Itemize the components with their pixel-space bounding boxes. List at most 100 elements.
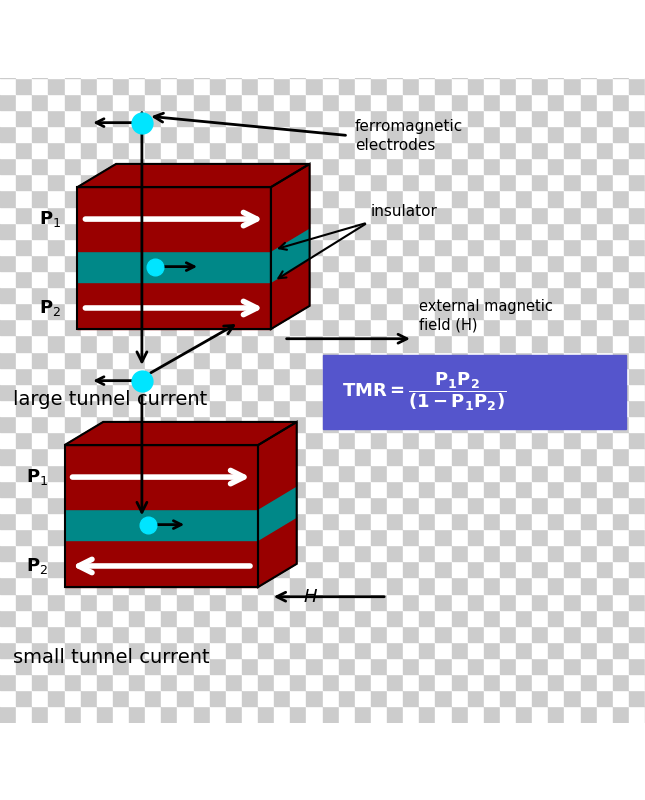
Bar: [32, 384, 48, 400]
Bar: [435, 110, 452, 126]
Text: ferromagnetic
electrodes: ferromagnetic electrodes: [355, 119, 463, 153]
Bar: [32, 497, 48, 513]
Bar: [548, 352, 564, 368]
Bar: [500, 368, 516, 384]
Bar: [371, 222, 387, 238]
Polygon shape: [258, 486, 297, 540]
Bar: [210, 513, 226, 529]
Bar: [306, 190, 322, 206]
Bar: [613, 578, 629, 594]
Bar: [161, 142, 177, 158]
Bar: [629, 578, 645, 594]
Bar: [419, 384, 435, 400]
Bar: [129, 46, 145, 62]
Bar: [629, 126, 645, 142]
Bar: [161, 352, 177, 368]
Bar: [484, 255, 500, 271]
Bar: [0, 319, 16, 335]
Bar: [580, 432, 597, 448]
Bar: [516, 303, 532, 319]
Bar: [613, 400, 629, 416]
Bar: [161, 416, 177, 432]
Bar: [97, 578, 113, 594]
Bar: [468, 465, 484, 481]
Bar: [580, 545, 597, 562]
Bar: [0, 158, 16, 174]
Bar: [306, 319, 322, 335]
Bar: [435, 142, 452, 158]
Bar: [435, 416, 452, 432]
Bar: [129, 562, 145, 578]
Bar: [81, 578, 97, 594]
Bar: [339, 481, 355, 497]
Bar: [564, 706, 580, 722]
Bar: [629, 642, 645, 658]
Bar: [81, 352, 97, 368]
Bar: [468, 190, 484, 206]
Bar: [597, 578, 613, 594]
Bar: [177, 594, 194, 610]
Bar: [113, 384, 129, 400]
Bar: [500, 513, 516, 529]
Bar: [500, 674, 516, 690]
Bar: [161, 497, 177, 513]
Bar: [113, 465, 129, 481]
Bar: [113, 513, 129, 529]
Bar: [468, 126, 484, 142]
Bar: [161, 46, 177, 62]
Bar: [484, 206, 500, 222]
Bar: [322, 578, 339, 594]
Bar: [387, 674, 403, 690]
Bar: [629, 190, 645, 206]
Bar: [500, 497, 516, 513]
Bar: [242, 626, 258, 642]
Bar: [532, 481, 548, 497]
Bar: [516, 190, 532, 206]
Bar: [210, 319, 226, 335]
Bar: [322, 642, 339, 658]
Bar: [32, 578, 48, 594]
Bar: [145, 94, 161, 110]
Bar: [435, 62, 452, 78]
Bar: [64, 319, 81, 335]
Bar: [16, 448, 32, 465]
Bar: [580, 46, 597, 62]
Bar: [81, 62, 97, 78]
Bar: [81, 174, 97, 190]
Bar: [435, 158, 452, 174]
Bar: [48, 432, 64, 448]
Bar: [81, 384, 97, 400]
Bar: [548, 626, 564, 642]
Bar: [468, 674, 484, 690]
Bar: [371, 46, 387, 62]
Bar: [210, 610, 226, 626]
Bar: [145, 303, 161, 319]
Bar: [226, 481, 242, 497]
Bar: [339, 368, 355, 384]
Bar: [97, 62, 113, 78]
Bar: [403, 432, 419, 448]
Bar: [564, 497, 580, 513]
Bar: [484, 626, 500, 642]
Bar: [355, 562, 371, 578]
Bar: [64, 658, 81, 674]
Bar: [81, 142, 97, 158]
Bar: [597, 706, 613, 722]
Bar: [419, 626, 435, 642]
Bar: [177, 529, 194, 545]
Bar: [161, 513, 177, 529]
Bar: [129, 174, 145, 190]
Bar: [145, 416, 161, 432]
Bar: [451, 384, 468, 400]
Bar: [355, 465, 371, 481]
Bar: [258, 352, 274, 368]
Bar: [355, 658, 371, 674]
Bar: [580, 642, 597, 658]
Bar: [435, 271, 452, 287]
Bar: [145, 335, 161, 352]
Bar: [403, 94, 419, 110]
Bar: [548, 529, 564, 545]
Bar: [387, 255, 403, 271]
Bar: [468, 94, 484, 110]
Bar: [16, 481, 32, 497]
